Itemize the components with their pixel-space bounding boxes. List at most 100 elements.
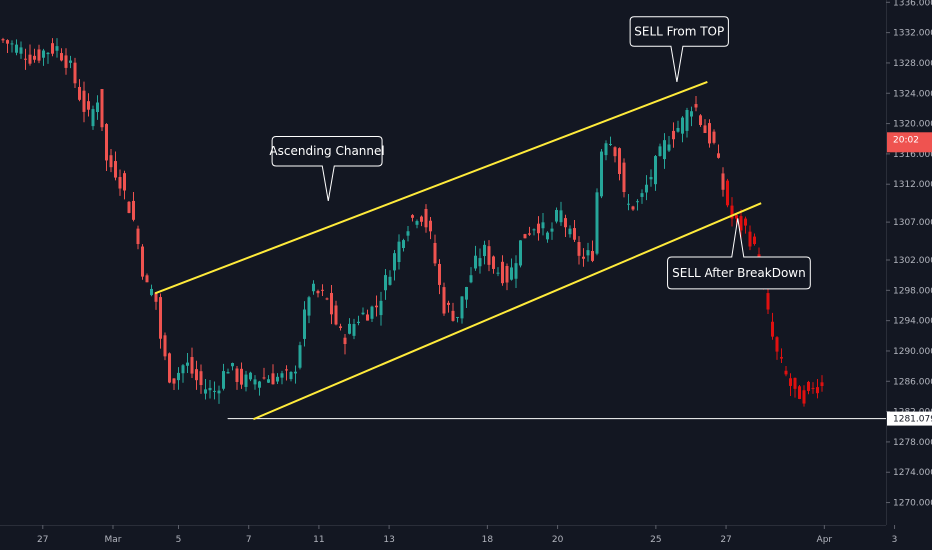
candle-body xyxy=(379,300,383,316)
time-tick-label: Apr xyxy=(817,535,833,545)
candle-body xyxy=(186,362,189,366)
candle-body xyxy=(195,369,198,381)
candle-body xyxy=(96,102,99,113)
candle-body xyxy=(136,228,140,245)
candle-body xyxy=(375,305,378,308)
candle-body xyxy=(46,52,50,55)
candle-body xyxy=(699,115,702,126)
candle-body xyxy=(163,335,167,357)
candle-body xyxy=(222,371,225,389)
candle-body xyxy=(568,228,572,235)
candle-body xyxy=(6,40,9,44)
sell-from-top-callout[interactable]: SELL From TOP xyxy=(629,16,729,82)
candle-body xyxy=(622,162,626,193)
candle-body xyxy=(681,117,684,134)
candle-body xyxy=(771,321,774,337)
candle-body xyxy=(766,293,770,310)
current-price-tag-bg xyxy=(887,132,932,153)
candle-body xyxy=(690,111,693,117)
candle-body xyxy=(658,146,662,156)
candle-body xyxy=(109,155,113,168)
candle-body xyxy=(10,43,14,45)
candle-body xyxy=(402,240,405,249)
candle-body xyxy=(199,371,203,386)
candle-body xyxy=(105,124,108,161)
candle-body xyxy=(429,220,432,232)
candle-body xyxy=(145,275,149,283)
candle-body xyxy=(411,215,414,218)
price-tick-label: 1302.000 xyxy=(893,256,932,266)
candle-body xyxy=(685,110,689,131)
candle-body xyxy=(415,221,419,225)
candle-body xyxy=(100,89,104,128)
candle-body xyxy=(393,253,396,271)
candle-body xyxy=(820,382,824,387)
time-tick-label: 11 xyxy=(313,535,324,545)
callout-label: Ascending Channel xyxy=(269,144,384,158)
candle-body xyxy=(253,379,257,385)
candle-body xyxy=(604,143,608,156)
candle-body xyxy=(793,377,797,389)
candle-body xyxy=(510,267,513,280)
candle-body xyxy=(150,288,153,296)
candle-body xyxy=(33,55,36,60)
candle-body xyxy=(505,265,509,283)
ascending-channel-callout[interactable]: Ascending Channel xyxy=(269,135,385,201)
price-tick-label: 1274.000 xyxy=(893,468,932,478)
candle-body xyxy=(654,156,657,185)
candle-body xyxy=(276,376,279,382)
candle-body xyxy=(618,148,621,175)
candle-body xyxy=(577,242,581,256)
candle-body xyxy=(555,209,558,222)
candle-body xyxy=(55,46,59,51)
channel-upper-line[interactable] xyxy=(154,80,708,295)
candle-body xyxy=(51,43,54,54)
candle-body xyxy=(181,365,185,374)
price-tick-label: 1324.000 xyxy=(893,89,932,99)
candle-body xyxy=(348,323,351,334)
candle-body xyxy=(60,53,63,61)
candle-body xyxy=(424,208,428,228)
time-axis[interactable]: 27 Mar 5 7 11 13 18 20 25 27 Apr 3 xyxy=(37,525,897,545)
candle-body xyxy=(307,297,311,316)
candle-body xyxy=(217,390,221,394)
price-tick-label: 1312.000 xyxy=(893,180,932,190)
candle-body xyxy=(91,109,95,127)
candle-body xyxy=(640,193,644,197)
candle-body xyxy=(177,372,180,381)
candle-body xyxy=(406,231,410,236)
candle-body xyxy=(24,58,27,60)
candle-body xyxy=(712,131,716,143)
candle-body xyxy=(631,206,635,210)
candle-body xyxy=(384,275,387,291)
candle-body xyxy=(258,381,261,388)
candle-body xyxy=(780,357,783,359)
time-tick-label: 25 xyxy=(650,535,661,545)
candle-body xyxy=(613,147,617,157)
channel-lower-line[interactable] xyxy=(252,202,762,421)
countdown-text: 20:02 xyxy=(893,135,919,145)
candle-body xyxy=(739,216,743,231)
sell-after-breakdown-callout[interactable]: SELL After BreakDown xyxy=(667,218,811,290)
current-price-tag: 20:02 xyxy=(887,132,932,153)
candle-body xyxy=(19,47,23,54)
candle-body xyxy=(595,192,599,254)
candle-body xyxy=(208,387,212,391)
candle-body xyxy=(456,316,459,318)
candle-body xyxy=(370,306,374,319)
time-tick-label: 7 xyxy=(246,535,252,545)
candle-body xyxy=(433,242,437,264)
candle-body xyxy=(451,310,455,321)
candle-body xyxy=(132,200,135,220)
candle-body xyxy=(537,223,540,234)
time-tick-label: Mar xyxy=(104,535,121,545)
callout-box xyxy=(271,135,383,201)
candle-body xyxy=(127,201,131,213)
candle-body xyxy=(600,151,603,197)
candle-body xyxy=(735,215,738,219)
candle-body xyxy=(474,255,477,269)
candle-body xyxy=(352,324,356,336)
candle-body xyxy=(816,387,819,394)
candle-body xyxy=(204,389,207,394)
